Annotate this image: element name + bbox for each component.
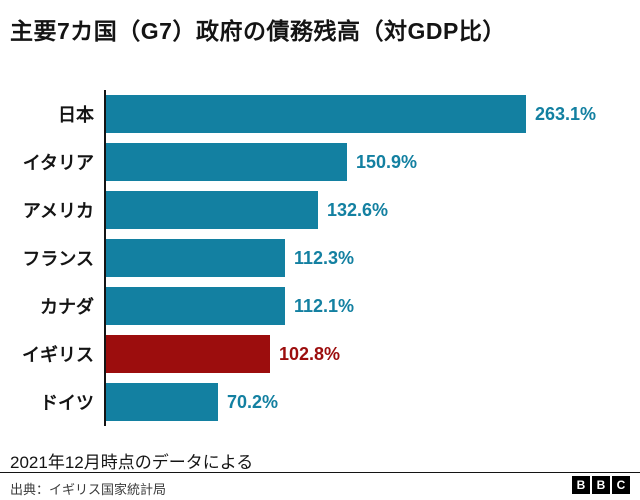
value-label: 102.8%	[279, 343, 341, 364]
bar-track: 102.8%	[104, 330, 630, 378]
bar	[106, 383, 218, 421]
value-label: 112.3%	[294, 247, 355, 268]
value-label: 112.1%	[294, 295, 355, 316]
chart-footnote: 2021年12月時点のデータによる	[10, 453, 254, 472]
bar	[106, 95, 526, 133]
bar-track: 150.9%	[104, 138, 630, 186]
footer-divider	[0, 472, 640, 473]
bar	[106, 143, 347, 181]
value-label: 132.6%	[327, 199, 389, 220]
source-attribution: 出典：イギリス国家統計局	[10, 482, 167, 497]
category-label: イタリア	[22, 153, 94, 173]
bar-row: カナダ 112.1%	[10, 282, 630, 330]
bar-track: 112.1%	[104, 282, 630, 330]
bar	[106, 239, 285, 277]
category-label: フランス	[22, 249, 94, 269]
bar-track: 263.1%	[104, 90, 630, 138]
bar	[106, 191, 318, 229]
bar-chart: 日本 263.1% イタリア 150.9% アメリカ 132.6% フランス 112.3% カナ…	[10, 90, 630, 426]
bar	[106, 287, 285, 325]
bar-row: フランス 112.3%	[10, 234, 630, 282]
category-label: カナダ	[40, 297, 94, 317]
bar-highlighted	[106, 335, 270, 373]
bbc-logo-letter: C	[612, 476, 630, 494]
bar-row: イタリア 150.9%	[10, 138, 630, 186]
bar-track: 132.6%	[104, 186, 630, 234]
bbc-logo-letter: B	[592, 476, 610, 494]
value-label: 263.1%	[535, 103, 597, 124]
category-label: ドイツ	[40, 393, 94, 413]
bbc-logo-letter: B	[572, 476, 590, 494]
value-label: 70.2%	[227, 391, 279, 412]
bar-track: 112.3%	[104, 234, 630, 282]
bar-track: 70.2%	[104, 378, 630, 426]
value-label: 150.9%	[356, 151, 418, 172]
bar-row: イギリス 102.8%	[10, 330, 630, 378]
chart-title: 主要7カ国（G7）政府の債務残高（対GDP比）	[10, 18, 506, 44]
bar-row: アメリカ 132.6%	[10, 186, 630, 234]
bar-row: ドイツ 70.2%	[10, 378, 630, 426]
category-label: 日本	[58, 105, 94, 125]
category-label: アメリカ	[22, 201, 94, 221]
bar-row: 日本 263.1%	[10, 90, 630, 138]
category-label: イギリス	[22, 345, 94, 365]
